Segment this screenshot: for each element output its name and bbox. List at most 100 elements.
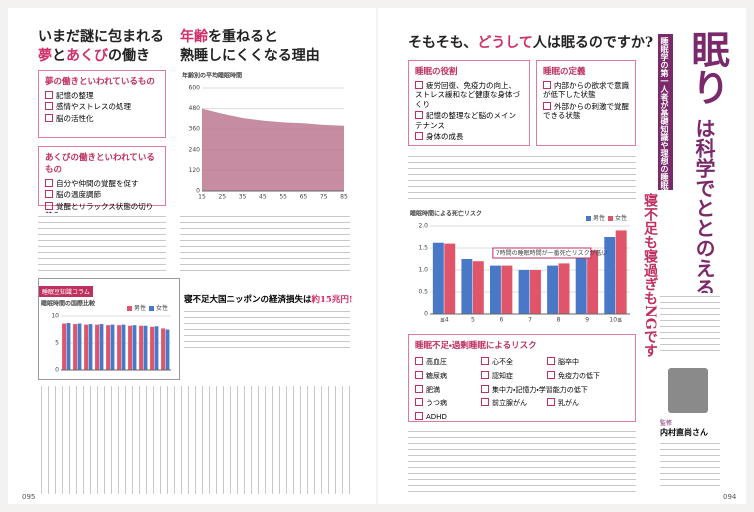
dream-box: 夢の働きといわれているもの 記憶の整理 感情やストレスの処理 脳の活性化 <box>38 70 166 138</box>
bar <box>106 325 110 370</box>
body-text <box>408 428 636 494</box>
bar <box>472 261 484 314</box>
text: の働き <box>108 48 150 64</box>
page-number: 095 <box>22 493 36 501</box>
bar <box>615 230 627 314</box>
body-text <box>38 213 166 273</box>
box-title: 睡眠の定義 <box>543 67 586 77</box>
x-tick-label: 25 <box>218 194 226 201</box>
box-item: 感情やストレスの処理 <box>45 102 159 111</box>
series-label: 睡眠学の第一人者が基礎知識や理想の睡眠術を解説! <box>658 34 673 225</box>
yawn-box: あくびの働きといわれているもの 自分や仲間の覚醒を促す 脳の温度調節 覚醒とリラックス… <box>38 146 166 220</box>
x-tick-label: 85 <box>340 194 348 201</box>
y-tick-label: 10 <box>51 313 59 320</box>
bar <box>117 325 121 370</box>
title-big: 眠り <box>685 30 730 106</box>
bar <box>587 250 599 314</box>
box-item: 身体の成長 <box>415 132 523 141</box>
bar <box>530 270 541 314</box>
x-tick-label: 8 <box>557 317 561 324</box>
risk-item: 糖尿病 <box>415 371 481 381</box>
accent: 夢 <box>38 48 52 64</box>
risk-item: 前立腺がん <box>481 398 547 408</box>
y-tick-label: 2.0 <box>418 223 428 230</box>
bar <box>501 265 513 314</box>
chart-title: 睡眠時間の国際比較 <box>41 300 96 308</box>
body-text <box>184 308 350 348</box>
y-tick-label: 480 <box>189 105 201 112</box>
bar <box>73 324 77 370</box>
y-tick-label: 600 <box>189 85 201 92</box>
box-item: 内部からの欲求で意識が低下した状態 <box>543 81 629 100</box>
text: そもそも、 <box>408 35 478 51</box>
risk-item: 集中力・記憶力・学習能力の低下 <box>481 385 623 395</box>
x-tick-label: 75 <box>320 194 328 201</box>
risk-item: 脳卒中 <box>547 357 613 367</box>
y-tick-label: 0.5 <box>418 289 428 296</box>
y-tick-label: 1.5 <box>418 245 428 252</box>
bar <box>66 323 71 370</box>
bar <box>154 326 159 370</box>
x-tick-label: 5 <box>471 317 475 324</box>
x-tick-label: 35 <box>239 194 247 201</box>
text: 人は眠るのですか? <box>532 35 654 51</box>
legend-label: 女性 <box>156 304 168 312</box>
photo <box>668 368 708 413</box>
role-box: 睡眠の役割 疲労回復、免疫力の向上、ストレス緩和など健康な身体づくり 記憶の整理など… <box>408 60 530 146</box>
risk-item: 高血圧 <box>415 357 481 367</box>
bar <box>490 265 501 314</box>
bar <box>547 265 559 314</box>
box-item: 記憶の整理など脳のメインテナンス <box>415 111 523 130</box>
y-tick-label: 1.0 <box>418 267 428 274</box>
legend-swatch <box>608 216 613 221</box>
x-tick-label: 55 <box>279 194 287 201</box>
box-item: 脳の活性化 <box>45 114 159 123</box>
bar <box>444 243 456 314</box>
legend-swatch <box>586 216 591 221</box>
accent: 年齢 <box>180 29 208 45</box>
bar <box>558 263 570 314</box>
risk-item: 心不全 <box>481 357 547 367</box>
annotation-box <box>492 247 592 259</box>
age-chart: 年齢別の平均睡眠時間 0 120 240 360 480 600 15 25 35 45 55 65 75… <box>182 72 348 201</box>
supervisor-label: 監修 <box>660 420 673 427</box>
x-tick-label: 6 <box>500 317 504 324</box>
intl-chart: 睡眠時間の国際比較 0 5 10 男性 女性 <box>41 300 171 374</box>
supervisor-name: 内村直尚さん <box>660 428 708 437</box>
risk-item: 肥満 <box>415 385 481 395</box>
legend-swatch <box>127 306 132 311</box>
body-text <box>38 386 350 494</box>
y-tick-label: 0 <box>55 367 59 374</box>
y-tick-label: 240 <box>189 146 201 153</box>
body-text <box>408 153 636 203</box>
risk-item: ADHD <box>415 412 481 422</box>
accent: どうして <box>477 35 533 51</box>
risk-list: 高血圧 心不全 脳卒中 糖尿病 認知症 免疫力の低下 肥満 集中力・記憶力・学習能力の低下 うつ… <box>415 355 629 424</box>
legend-label: 男性 <box>593 214 605 222</box>
bar <box>139 325 143 370</box>
x-tick-label: 45 <box>259 194 267 201</box>
x-tick-label: 65 <box>300 194 308 201</box>
heading: そもそも、どうして人は眠るのですか? <box>408 32 653 52</box>
bar <box>150 326 154 370</box>
x-tick-label: 9 <box>585 317 589 324</box>
definition-box: 睡眠の定義 内部からの欲求で意識が低下した状態 外部からの刺激で覚醒できる状態 <box>536 60 636 146</box>
text: を重ねると <box>208 29 278 45</box>
box-title: 睡眠不足・過剰睡眠によるリスク <box>415 341 537 351</box>
legend-label: 女性 <box>615 214 627 222</box>
bar <box>165 329 170 370</box>
accent: あくび <box>66 48 108 64</box>
page-number: 094 <box>723 493 737 501</box>
bar <box>99 324 104 370</box>
box-title: あくびの働きといわれているもの <box>45 153 155 175</box>
box-title: 睡眠の役割 <box>415 67 458 77</box>
accent: 約15兆円! <box>311 295 353 305</box>
y-tick-label: 360 <box>189 126 201 133</box>
bar <box>518 270 530 314</box>
annotation: 7時間の睡眠時間が一番死亡リスクが低い <box>496 249 608 257</box>
x-tick-label: ≦4 <box>440 317 449 324</box>
heading: 夢とあくびの働き <box>38 45 150 65</box>
body-text <box>660 293 720 353</box>
